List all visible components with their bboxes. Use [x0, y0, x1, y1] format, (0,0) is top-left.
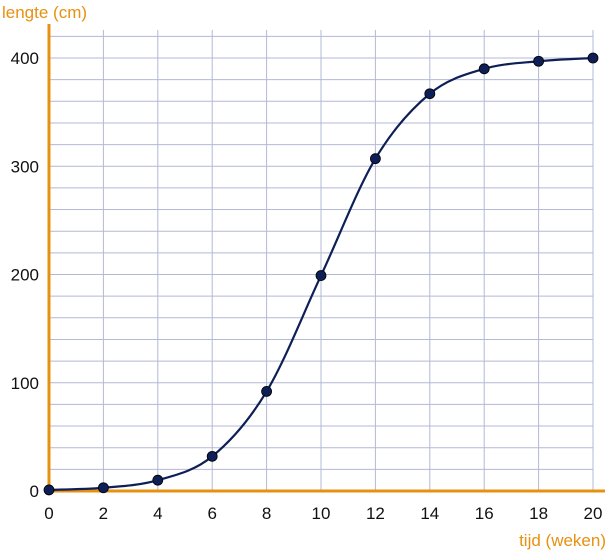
x-tick-label: 20 — [584, 504, 603, 523]
data-point — [315, 270, 327, 281]
x-tick-label: 6 — [207, 504, 216, 523]
data-point — [424, 88, 436, 100]
data-point — [43, 484, 55, 496]
x-tick-label: 4 — [153, 504, 162, 523]
data-point — [587, 52, 599, 64]
grid — [49, 30, 594, 491]
labels: lengte (cm) tijd (weken) 0 100 200 300 400 0 2… — [2, 3, 606, 550]
data-point — [533, 55, 544, 67]
x-axis-title: tijd (weken) — [519, 531, 606, 550]
y-tick-label: 100 — [11, 374, 39, 393]
x-tick-label: 0 — [44, 504, 53, 523]
x-tick-label: 16 — [475, 504, 494, 523]
series — [43, 52, 599, 496]
data-point — [369, 153, 381, 165]
data-point — [206, 450, 218, 462]
y-axis-title: lengte (cm) — [2, 3, 87, 22]
x-tick-label: 14 — [420, 504, 439, 523]
y-tick-label: 300 — [11, 157, 39, 176]
y-tick-label: 400 — [11, 49, 39, 68]
y-tick-label: 0 — [30, 482, 39, 501]
data-point — [478, 63, 490, 75]
x-tick-label: 2 — [99, 504, 108, 523]
y-tick-label: 200 — [11, 266, 39, 285]
x-tick-label: 12 — [366, 504, 385, 523]
data-point — [98, 482, 109, 494]
x-tick-label: 8 — [262, 504, 271, 523]
data-point — [152, 474, 164, 486]
data-point — [261, 386, 273, 397]
x-tick-label: 18 — [529, 504, 548, 523]
axes — [47, 24, 605, 493]
x-tick-label: 10 — [312, 504, 331, 523]
